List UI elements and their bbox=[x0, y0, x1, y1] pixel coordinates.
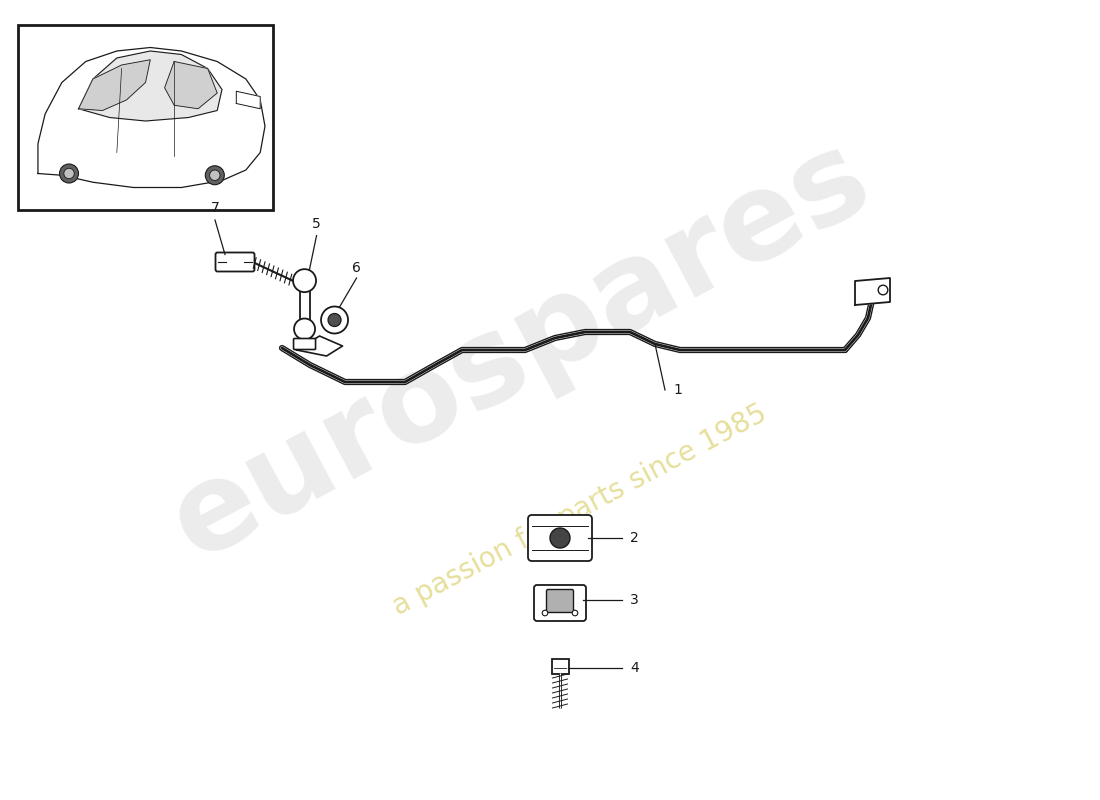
Polygon shape bbox=[297, 336, 342, 356]
Text: 6: 6 bbox=[352, 261, 361, 275]
Circle shape bbox=[293, 269, 316, 292]
FancyBboxPatch shape bbox=[528, 515, 592, 561]
Circle shape bbox=[321, 306, 348, 334]
Text: 5: 5 bbox=[312, 217, 321, 230]
Text: 2: 2 bbox=[630, 531, 639, 545]
Text: 7: 7 bbox=[210, 201, 219, 215]
Circle shape bbox=[59, 164, 78, 183]
Text: a passion for parts since 1985: a passion for parts since 1985 bbox=[388, 399, 772, 621]
Circle shape bbox=[210, 170, 220, 181]
FancyBboxPatch shape bbox=[547, 590, 573, 613]
Circle shape bbox=[542, 610, 548, 616]
FancyBboxPatch shape bbox=[534, 585, 586, 621]
Circle shape bbox=[328, 314, 341, 326]
Polygon shape bbox=[78, 60, 151, 110]
Polygon shape bbox=[236, 91, 261, 109]
Polygon shape bbox=[37, 47, 265, 187]
Circle shape bbox=[550, 528, 570, 548]
FancyBboxPatch shape bbox=[551, 659, 569, 674]
Polygon shape bbox=[78, 51, 222, 121]
Text: 3: 3 bbox=[630, 593, 639, 607]
Circle shape bbox=[206, 166, 224, 185]
Text: 1: 1 bbox=[673, 383, 682, 397]
Circle shape bbox=[64, 168, 74, 178]
Bar bbox=[18, 25, 273, 210]
Text: eurospares: eurospares bbox=[152, 117, 889, 583]
Polygon shape bbox=[165, 62, 217, 109]
Text: 4: 4 bbox=[630, 661, 639, 674]
Polygon shape bbox=[855, 278, 890, 305]
FancyBboxPatch shape bbox=[294, 338, 316, 350]
FancyBboxPatch shape bbox=[216, 253, 254, 271]
Circle shape bbox=[294, 318, 315, 339]
Circle shape bbox=[572, 610, 578, 616]
Circle shape bbox=[878, 286, 888, 295]
